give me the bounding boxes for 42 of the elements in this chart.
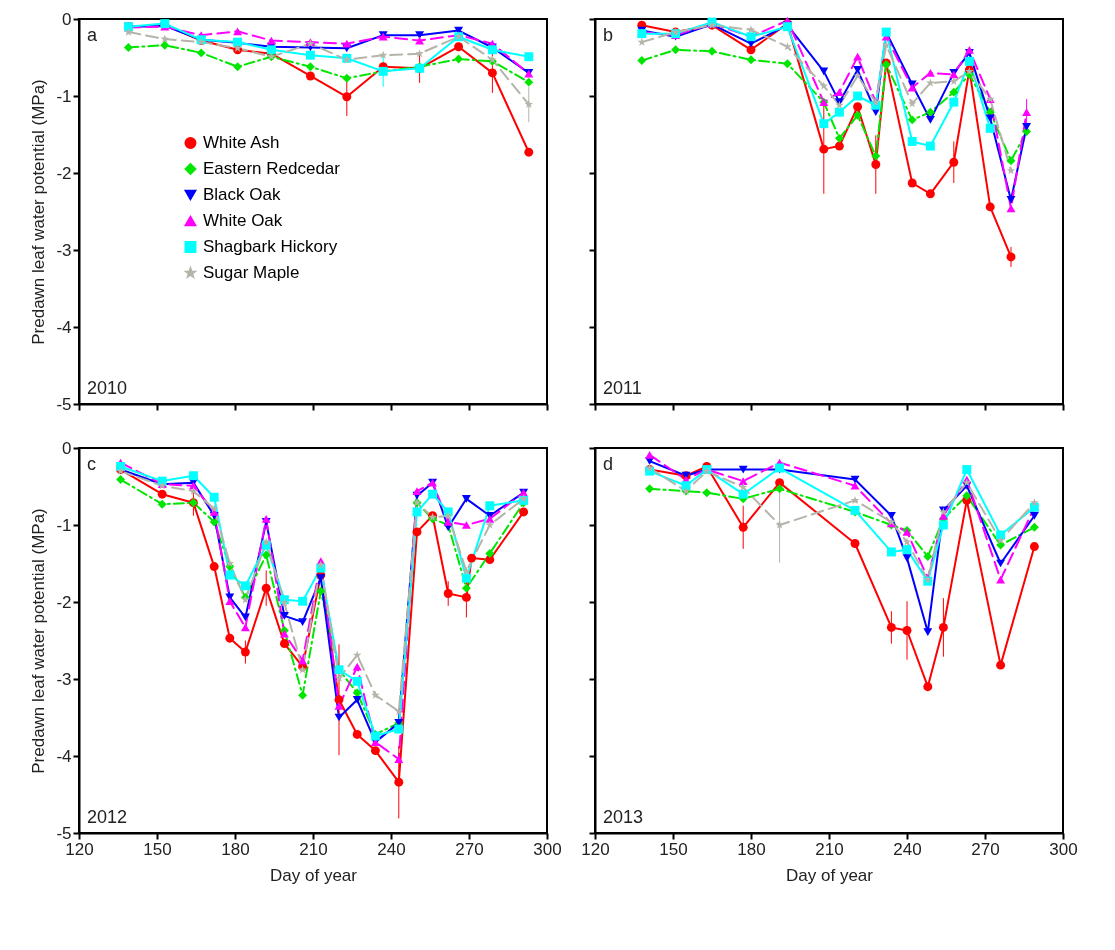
y-tick-label: 0: [62, 9, 72, 29]
legend-label: White Oak: [202, 211, 283, 230]
y-tick-label: -1: [56, 86, 72, 106]
x-tick-label: 240: [893, 839, 922, 859]
x-tick-label: 150: [659, 839, 688, 859]
y-tick-label: -2: [56, 592, 72, 612]
y-tick-label: 0: [62, 438, 72, 458]
annotation: b: [603, 25, 614, 45]
y-tick-label: -4: [56, 746, 72, 766]
y-tick-label: -3: [56, 240, 72, 260]
x-tick-label: 270: [971, 839, 1000, 859]
x-axis-title: Day of year: [270, 865, 358, 885]
annotation: d: [603, 454, 614, 474]
x-tick-label: 180: [737, 839, 766, 859]
legend-label: Black Oak: [202, 185, 281, 204]
annotation: 2010: [87, 378, 128, 398]
annotation: 2012: [87, 807, 128, 827]
x-tick-label: 270: [455, 839, 484, 859]
x-tick-label: 210: [299, 839, 328, 859]
x-tick-label: 150: [143, 839, 172, 859]
y-axis-title: Predawn leaf water potential (MPa): [29, 508, 49, 774]
x-tick-label: 300: [1049, 839, 1078, 859]
y-tick-label: -1: [56, 515, 72, 535]
y-tick-label: -5: [56, 394, 72, 414]
x-tick-label: 300: [533, 839, 562, 859]
legend-label: Eastern Redcedar: [202, 159, 341, 178]
y-tick-label: -4: [56, 317, 72, 337]
legend-label: Shagbark Hickory: [202, 237, 338, 256]
annotation: a: [87, 25, 98, 45]
x-tick-label: 240: [377, 839, 406, 859]
y-tick-label: -3: [56, 669, 72, 689]
y-axis-title: Predawn leaf water potential (MPa): [29, 79, 49, 345]
x-axis-title: Day of year: [786, 865, 874, 885]
x-tick-label: 180: [221, 839, 250, 859]
x-tick-label: 120: [581, 839, 610, 859]
legend-label: White Ash: [202, 133, 280, 152]
annotation: 2013: [603, 807, 644, 827]
annotation: 2011: [603, 378, 642, 398]
annotation: c: [87, 454, 96, 474]
legend-label: Sugar Maple: [202, 263, 300, 282]
y-tick-label: -2: [56, 163, 72, 183]
x-tick-label: 210: [815, 839, 844, 859]
